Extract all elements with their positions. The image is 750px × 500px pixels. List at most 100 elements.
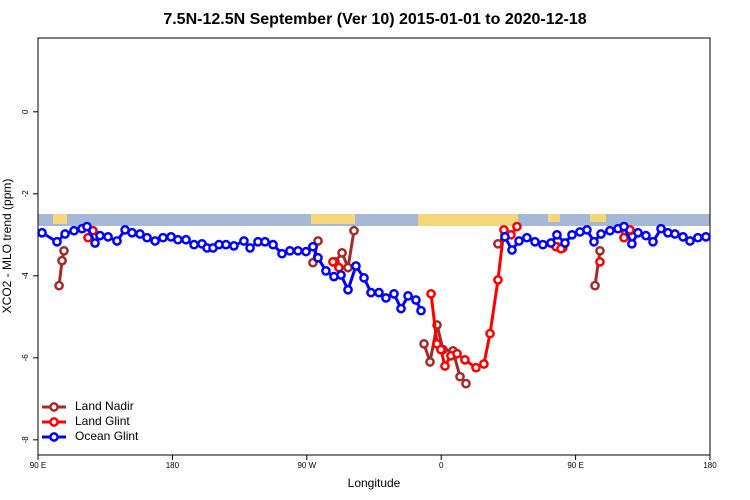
point: [426, 289, 436, 299]
land-mask: [53, 214, 606, 226]
x-tick-label: 90 W: [297, 461, 316, 470]
series-line: [41, 224, 707, 312]
x-tick-label: 180: [703, 461, 717, 470]
point: [374, 287, 384, 298]
point: [103, 232, 113, 242]
ocean-band: [38, 214, 710, 226]
point: [343, 284, 353, 295]
point: [389, 289, 399, 299]
point: [69, 225, 79, 236]
point: [334, 262, 344, 273]
point: [381, 293, 391, 303]
point: [416, 305, 426, 316]
point: [530, 236, 540, 247]
point: [627, 238, 637, 249]
point: [301, 246, 311, 257]
point: [54, 280, 64, 291]
point: [425, 357, 435, 367]
point: [260, 236, 270, 247]
point: [135, 229, 145, 239]
point: [359, 273, 369, 283]
point: [82, 221, 92, 232]
point: [582, 225, 592, 235]
x-tick-label: 90 E: [30, 461, 46, 470]
point: [619, 221, 629, 232]
y-tick-label: -2: [21, 190, 30, 198]
point: [321, 266, 331, 276]
point: [59, 245, 69, 256]
point: [229, 241, 239, 251]
point: [514, 236, 524, 246]
series-line: [86, 225, 632, 370]
point: [685, 236, 695, 246]
chart-title: 7.5N-12.5N September (Ver 10) 2015-01-01…: [163, 11, 586, 28]
point: [112, 236, 122, 246]
point: [693, 232, 703, 243]
point: [512, 221, 522, 232]
y-tick-label: -4: [21, 272, 30, 280]
point: [95, 230, 105, 241]
point: [522, 232, 532, 243]
point: [461, 378, 471, 389]
point: [313, 236, 323, 246]
x-axis-label: Longitude: [348, 476, 401, 490]
point: [596, 229, 606, 239]
point: [366, 287, 376, 298]
point: [595, 245, 605, 256]
point: [277, 248, 287, 259]
point: [313, 252, 323, 263]
point: [605, 225, 615, 236]
point: [460, 355, 470, 365]
point: [285, 245, 295, 256]
point: [633, 227, 643, 238]
point: [189, 239, 199, 250]
point: [538, 239, 548, 250]
point: [293, 245, 303, 256]
point: [648, 236, 658, 247]
point: [656, 223, 666, 234]
point: [127, 227, 137, 238]
point: [173, 234, 183, 245]
point: [436, 344, 446, 355]
point: [595, 257, 605, 267]
point: [158, 232, 168, 243]
point: [411, 295, 421, 305]
point: [268, 239, 278, 250]
x-tick-label: 0: [439, 461, 444, 470]
point: [52, 236, 62, 247]
x-tick-label: 90 E: [567, 461, 583, 470]
point: [308, 241, 318, 252]
point: [181, 234, 191, 245]
legend-marker: [49, 402, 59, 412]
plot-frame: [37, 37, 711, 456]
y-axis-label: XCO2 - MLO trend (ppm): [0, 179, 14, 314]
point: [493, 275, 503, 285]
y-tick-label: -6: [21, 354, 30, 362]
point: [60, 229, 70, 239]
point: [471, 362, 481, 373]
point: [500, 232, 510, 242]
point: [37, 227, 47, 238]
point: [455, 371, 465, 382]
legend-marker: [49, 432, 59, 442]
point: [337, 248, 347, 258]
point: [336, 270, 346, 280]
legend-label: Ocean Glint: [75, 429, 139, 443]
y-tick-label: 0: [21, 109, 30, 114]
point: [403, 291, 413, 301]
point: [479, 359, 489, 369]
point: [419, 339, 429, 349]
x-tick-label: 180: [166, 461, 180, 470]
y-tick-label: -8: [21, 436, 30, 444]
point: [349, 225, 359, 236]
point: [245, 243, 255, 253]
point: [678, 232, 688, 242]
point: [590, 280, 600, 291]
point: [701, 232, 711, 242]
point: [485, 328, 495, 339]
point: [90, 238, 100, 248]
point: [142, 232, 152, 243]
point: [552, 229, 562, 240]
point: [221, 239, 231, 250]
